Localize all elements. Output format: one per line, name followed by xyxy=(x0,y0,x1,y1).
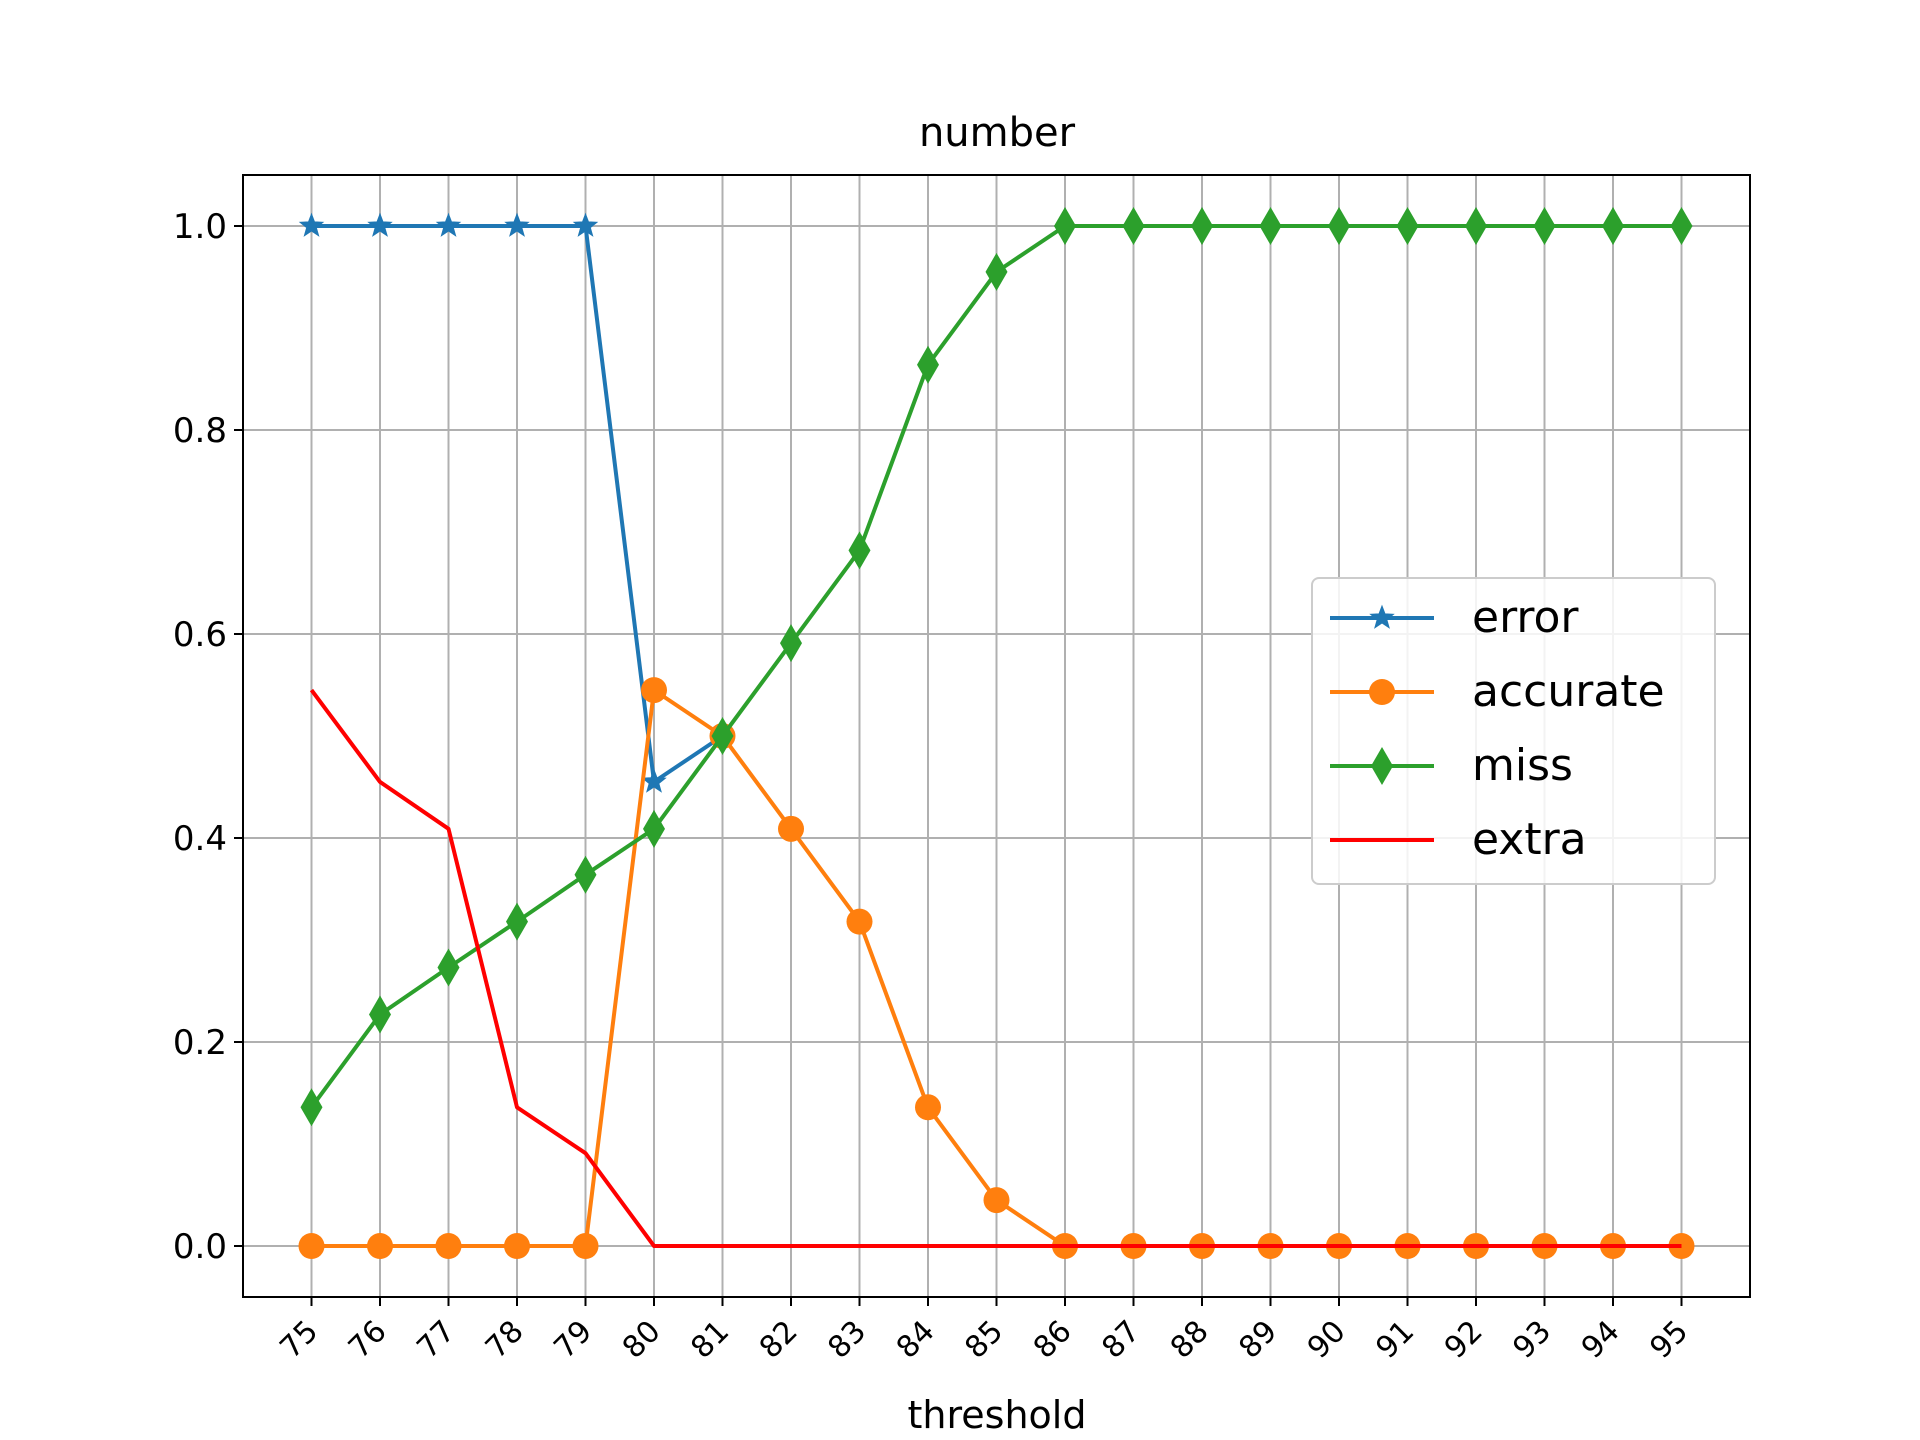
legend-box xyxy=(1311,577,1716,885)
y-tick-label: 1.0 xyxy=(173,207,227,247)
data-point-miss xyxy=(985,252,1008,291)
series-miss xyxy=(300,207,1693,1127)
data-point-miss xyxy=(506,902,528,941)
data-point-accurate xyxy=(778,815,804,842)
series-line-extra xyxy=(309,688,1682,1248)
data-point-miss xyxy=(780,624,802,663)
data-point-error xyxy=(641,768,667,793)
data-point-miss xyxy=(917,345,939,384)
data-point-error xyxy=(367,212,393,237)
data-point-miss xyxy=(300,1088,323,1127)
data-point-error xyxy=(572,212,599,237)
series-layer xyxy=(298,207,1695,1259)
data-point-miss xyxy=(1122,207,1145,245)
data-point-miss xyxy=(1054,207,1076,245)
legend-item-miss: miss xyxy=(1330,740,1573,791)
legend-item-extra: extra xyxy=(1330,814,1587,865)
legend-label: miss xyxy=(1472,740,1573,791)
data-point-error xyxy=(298,212,325,237)
data-point-miss xyxy=(1328,207,1350,245)
chart-title: number xyxy=(919,110,1076,156)
y-tick-label: 0.0 xyxy=(173,1227,227,1267)
legend-marker xyxy=(1371,747,1393,785)
data-point-accurate xyxy=(641,677,667,704)
data-point-miss xyxy=(574,855,597,894)
data-point-accurate xyxy=(298,1233,325,1259)
data-point-accurate xyxy=(915,1094,941,1121)
data-point-accurate xyxy=(435,1233,462,1259)
data-point-accurate xyxy=(572,1233,599,1259)
y-tick-label: 0.4 xyxy=(173,819,227,859)
series-extra xyxy=(309,688,1682,1248)
legend-label: extra xyxy=(1472,814,1587,865)
data-point-miss xyxy=(643,809,665,848)
legend-item-accurate: accurate xyxy=(1330,666,1665,717)
data-point-miss xyxy=(1465,207,1487,245)
legend-label: accurate xyxy=(1472,666,1665,717)
data-point-miss xyxy=(437,948,460,987)
legend: error accurate miss extra xyxy=(1311,577,1716,885)
legend-marker xyxy=(1369,604,1395,629)
legend-label: error xyxy=(1472,592,1579,643)
data-point-miss xyxy=(1533,207,1556,245)
data-point-miss xyxy=(1602,207,1624,245)
y-tick-label: 0.8 xyxy=(173,411,227,451)
data-point-accurate xyxy=(367,1233,393,1259)
legend-marker xyxy=(1369,679,1395,705)
x-axis-label: threshold xyxy=(908,1393,1087,1437)
data-point-accurate xyxy=(504,1233,530,1259)
data-point-miss xyxy=(1259,207,1282,245)
data-point-miss xyxy=(1191,207,1213,245)
data-point-miss xyxy=(1670,207,1693,245)
data-point-error xyxy=(504,212,530,237)
data-point-miss xyxy=(711,717,734,755)
y-tick-label: 0.6 xyxy=(173,615,227,655)
y-tick-label: 0.2 xyxy=(173,1023,227,1063)
data-point-miss xyxy=(848,531,871,570)
data-point-accurate xyxy=(846,908,873,935)
data-point-miss xyxy=(1396,207,1419,245)
data-point-miss xyxy=(369,995,391,1034)
legend-item-error: error xyxy=(1330,592,1579,643)
data-point-accurate xyxy=(983,1187,1010,1214)
data-point-error xyxy=(435,212,462,237)
